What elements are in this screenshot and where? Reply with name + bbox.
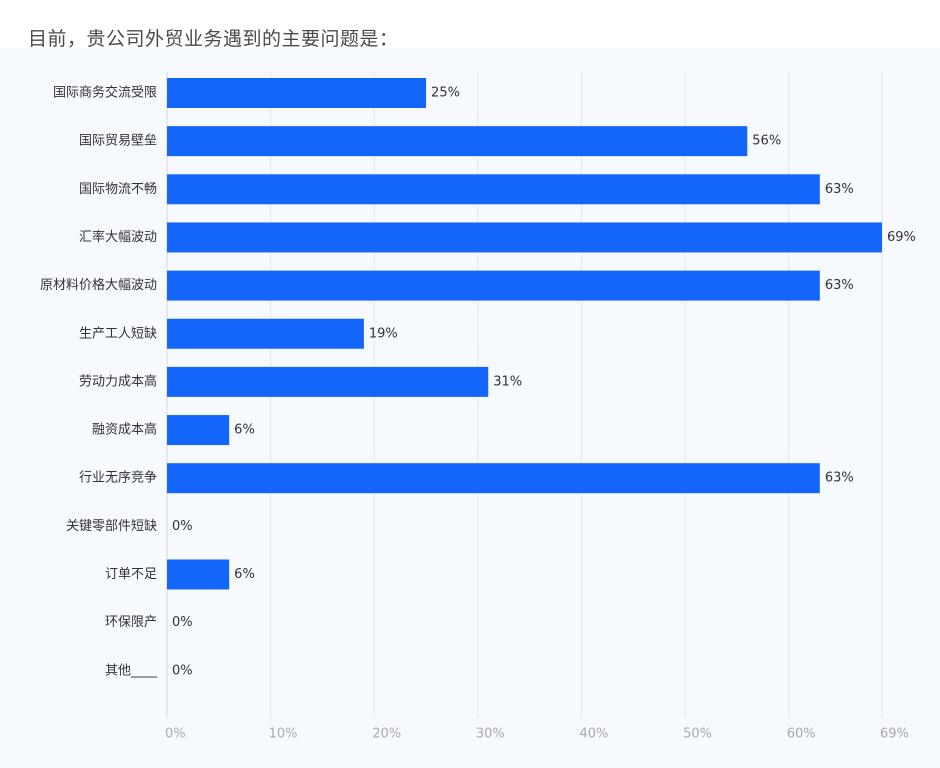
bar xyxy=(167,559,230,590)
bar xyxy=(167,270,820,301)
value-label: 6% xyxy=(234,423,255,438)
value-label: 6% xyxy=(234,567,255,582)
question-title: 目前，贵公司外贸业务遇到的主要问题是： xyxy=(28,28,399,50)
bar xyxy=(167,463,820,494)
category-label: 订单不足 xyxy=(105,567,157,582)
value-labels: 25% 56% 63% 69% 63% 19% 31% 6% 63% 0% 6% 0% 0% xyxy=(172,86,916,679)
value-label: 69% xyxy=(887,230,916,245)
category-label: 劳动力成本高 xyxy=(79,373,157,389)
bar xyxy=(167,366,489,397)
bar xyxy=(167,126,748,157)
x-axis-ticks: 0% 10% 20% 30% 40% 50% 60% 69% xyxy=(165,727,909,742)
x-tick-label: 69% xyxy=(880,727,909,742)
chart-panel: 国际商务交流受限国际贸易壁垒 国际物流不畅 汇率大幅波动原材料价格大幅波动生产工人短… xyxy=(0,48,940,768)
x-tick-label: 10% xyxy=(269,727,298,742)
category-label: 国际贸易壁垒 xyxy=(79,134,157,149)
category-label: 国际商务交流受限 xyxy=(53,85,157,101)
x-tick-label: 50% xyxy=(683,727,712,742)
bar xyxy=(167,78,427,108)
value-label: 31% xyxy=(493,374,522,389)
value-label: 19% xyxy=(369,326,398,341)
category-label: 行业无序竞争 xyxy=(79,470,157,486)
value-label: 56% xyxy=(752,134,781,149)
value-label: 63% xyxy=(825,471,854,486)
x-tick-label: 60% xyxy=(787,727,816,742)
question-header: 目前，贵公司外贸业务遇到的主要问题是： xyxy=(0,0,940,50)
value-label: 0% xyxy=(172,519,193,534)
x-tick-label: 40% xyxy=(579,727,608,742)
x-tick-label: 20% xyxy=(372,727,401,742)
x-tick-label: 0% xyxy=(165,727,186,742)
value-label: 0% xyxy=(172,663,193,678)
category-label: 国际物流不畅 xyxy=(79,182,157,197)
category-labels: 国际商务交流受限国际贸易壁垒国际物流不畅汇率大幅波动原材料价格大幅波动生产工人短… xyxy=(40,85,158,679)
value-label: 0% xyxy=(172,615,193,630)
bar-chart: 国际商务交流受限国际贸易壁垒国际物流不畅汇率大幅波动原材料价格大幅波动生产工人短… xyxy=(40,72,916,742)
category-label: 汇率大幅波动 xyxy=(79,229,157,245)
bar xyxy=(167,174,820,205)
bar xyxy=(167,222,882,253)
category-label: 融资成本高 xyxy=(92,422,157,438)
x-tick-label: 30% xyxy=(476,727,505,742)
category-label: 原材料价格大幅波动 xyxy=(40,277,157,293)
category-label: 其他____ xyxy=(105,663,158,678)
category-label: 环保限产 xyxy=(105,615,157,630)
value-label: 63% xyxy=(825,182,854,197)
bars xyxy=(167,78,882,590)
bar xyxy=(167,318,364,349)
value-label: 25% xyxy=(431,86,460,101)
bar xyxy=(167,415,230,446)
category-label: 关键零部件短缺 xyxy=(66,519,157,534)
category-label: 生产工人短缺 xyxy=(79,326,157,341)
value-label: 63% xyxy=(825,278,854,293)
